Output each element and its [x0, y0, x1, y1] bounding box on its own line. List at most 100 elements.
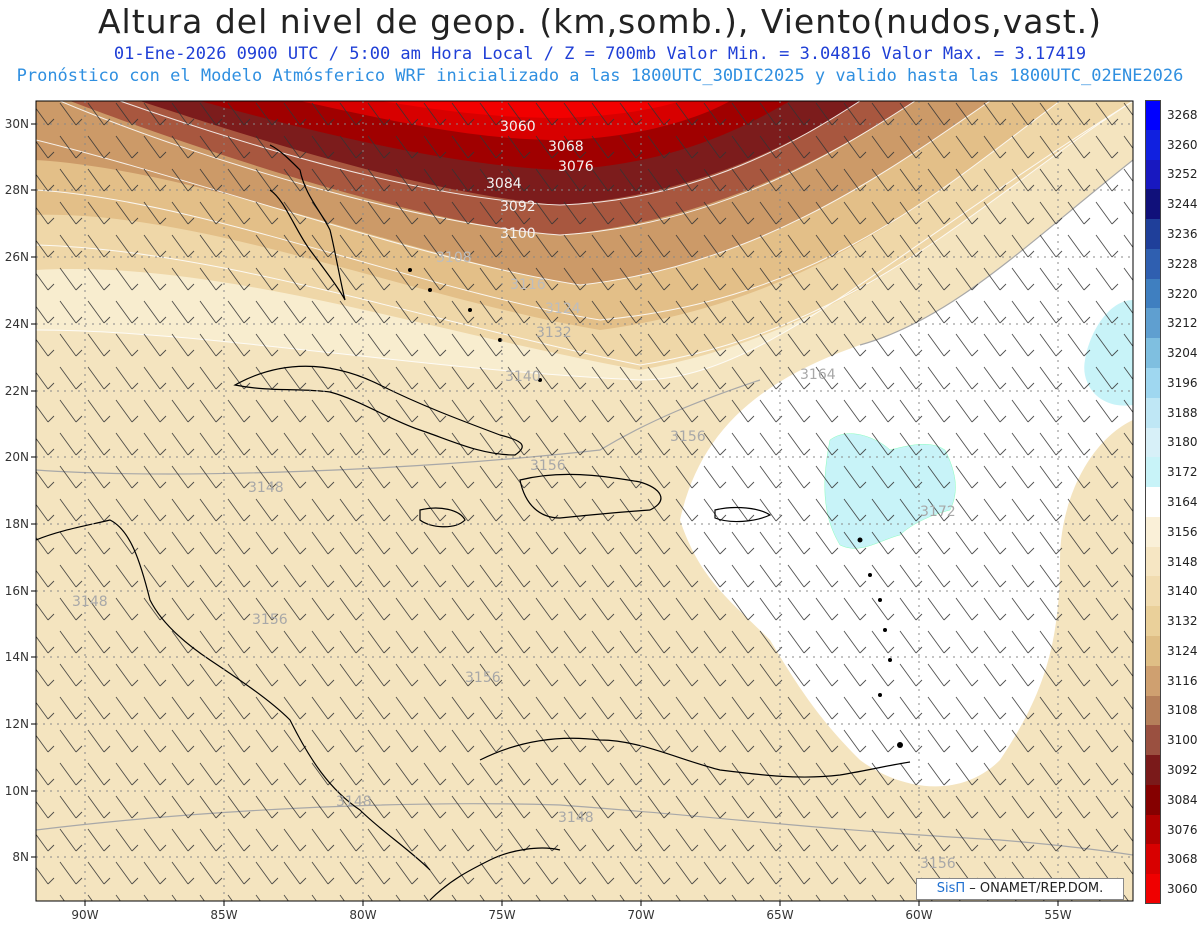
- legend-label: 3116: [1167, 673, 1198, 688]
- wind-barbs: [36, 101, 1133, 901]
- legend-swatch: [1145, 278, 1161, 309]
- lon-tick-label: 85W: [210, 908, 237, 922]
- lat-tick-label: 24N: [5, 317, 29, 331]
- contour-label: 3156: [670, 429, 706, 445]
- longitude-axis: 90W 85W 80W 75W 70W 65W 60W 55W: [71, 901, 1072, 922]
- contour-label: 3092: [500, 199, 536, 215]
- central-america-coast: [36, 519, 431, 871]
- model-info-line: Pronóstico con el Modelo Atmósferico WRF…: [16, 66, 1184, 86]
- legend-label: 3172: [1167, 465, 1198, 480]
- small-islands: [408, 268, 903, 748]
- map-title: Altura del nivel de geop. (km,somb.), Vi…: [97, 2, 1103, 41]
- lat-tick-label: 30N: [5, 117, 29, 131]
- legend-swatch: [1145, 516, 1161, 548]
- lat-tick-label: 22N: [5, 384, 29, 398]
- color-legend: 3268 3260 3252 3244 3236 3228 3220 3212 3204 3196…: [1145, 100, 1200, 905]
- hispaniola-coast: [519, 473, 662, 519]
- legend-label: 3076: [1167, 822, 1198, 837]
- legend-swatch: [1145, 248, 1161, 280]
- contour-label: 3156: [530, 458, 566, 474]
- legend-swatch: [1145, 457, 1161, 488]
- contour-label: 3108: [436, 250, 472, 266]
- latitude-axis: 30N 28N 26N 24N 22N 20N 18N 16N 14N 12N …: [5, 117, 36, 864]
- legend-label: 3220: [1167, 286, 1198, 301]
- lat-tick-label: 26N: [5, 250, 29, 264]
- lon-tick-label: 55W: [1044, 908, 1071, 922]
- lat-tick-label: 8N: [12, 850, 29, 864]
- legend-label: 3260: [1167, 137, 1198, 152]
- contour-label: 3124: [545, 301, 581, 317]
- puerto-rico-coast: [714, 506, 772, 523]
- graticule: [36, 101, 1133, 901]
- legend-label: 3244: [1167, 197, 1198, 212]
- legend-label: 3252: [1167, 167, 1198, 182]
- lat-tick-label: 14N: [5, 650, 29, 664]
- legend-label: 3180: [1167, 435, 1198, 450]
- legend-label: 3188: [1167, 405, 1198, 420]
- jamaica-coast: [419, 507, 466, 528]
- legend-label: 3164: [1167, 495, 1198, 509]
- credit-text: – ONAMET/REP.DOM.: [969, 881, 1104, 896]
- valid-time-line: 01-Ene-2026 0900 UTC / 5:00 am Hora Loca…: [113, 44, 1087, 64]
- legend-swatch: [1145, 814, 1161, 845]
- lat-tick-label: 20N: [5, 450, 29, 464]
- contour-label: 3060: [500, 119, 536, 135]
- lat-tick-label: 18N: [5, 517, 29, 531]
- contour-label: 3116: [510, 277, 546, 293]
- contour-label: 3140: [505, 369, 541, 385]
- legend-label: 3124: [1167, 643, 1198, 658]
- legend-swatch: [1145, 189, 1161, 220]
- legend-swatch: [1145, 695, 1161, 726]
- contour-label: 3076: [558, 159, 594, 175]
- legend-label: 3068: [1167, 852, 1198, 867]
- lon-tick-label: 65W: [766, 908, 793, 922]
- lon-tick-label: 60W: [905, 908, 932, 922]
- legend-swatch: [1145, 755, 1161, 786]
- contour-label: 3164: [800, 367, 836, 383]
- legend-swatch: [1145, 129, 1161, 161]
- credit-box: SisΠ – ONAMET/REP.DOM.: [916, 878, 1124, 900]
- lat-tick-label: 28N: [5, 183, 29, 197]
- legend-swatch: [1145, 665, 1161, 697]
- legend-label: 3084: [1167, 792, 1198, 807]
- legend-frame: [1145, 100, 1161, 904]
- lon-tick-label: 80W: [349, 908, 376, 922]
- legend-label: 3060: [1167, 882, 1198, 897]
- lon-tick-label: 75W: [488, 908, 515, 922]
- contour-label: 3156: [252, 612, 288, 628]
- legend-label: 3204: [1167, 346, 1198, 361]
- contour-label: 3068: [548, 139, 584, 155]
- legend-label: 3132: [1167, 614, 1198, 629]
- south-america-coast: [479, 737, 911, 778]
- legend-label: 3236: [1167, 227, 1198, 241]
- contour-label: 3172: [920, 504, 956, 520]
- florida-coast: [269, 144, 346, 301]
- legend-label: 3100: [1167, 733, 1198, 748]
- legend-swatch: [1145, 844, 1161, 875]
- legend-swatch: [1145, 100, 1161, 131]
- legend-label: 3268: [1167, 107, 1198, 122]
- contour-label: 3148: [336, 794, 372, 810]
- legend-swatch: [1145, 159, 1161, 190]
- legend-swatch: [1145, 576, 1161, 607]
- legend-label: 3108: [1167, 703, 1198, 718]
- legend-swatch: [1145, 427, 1161, 458]
- legend-label: 3212: [1167, 316, 1198, 331]
- cuba-coast: [233, 365, 523, 456]
- legend-swatch: [1145, 725, 1161, 756]
- lat-tick-label: 12N: [5, 717, 29, 731]
- contour-label: 3148: [72, 594, 108, 610]
- map-frame: [35, 100, 1134, 902]
- contour-label: 3084: [486, 176, 522, 192]
- legend-swatch: [1145, 368, 1161, 399]
- lat-tick-label: 10N: [5, 784, 29, 798]
- contour-label: 3132: [536, 325, 572, 341]
- legend-label: 3156: [1167, 524, 1198, 539]
- contour-label-layer: 3060 3068 3076 3084 3092 3100 3108 3116 …: [72, 119, 956, 872]
- lon-tick-label: 90W: [71, 908, 98, 922]
- legend-swatch: [1145, 606, 1161, 637]
- legend-swatch: [1145, 397, 1161, 429]
- lat-tick-label: 16N: [5, 584, 29, 598]
- legend-swatch: [1145, 338, 1161, 369]
